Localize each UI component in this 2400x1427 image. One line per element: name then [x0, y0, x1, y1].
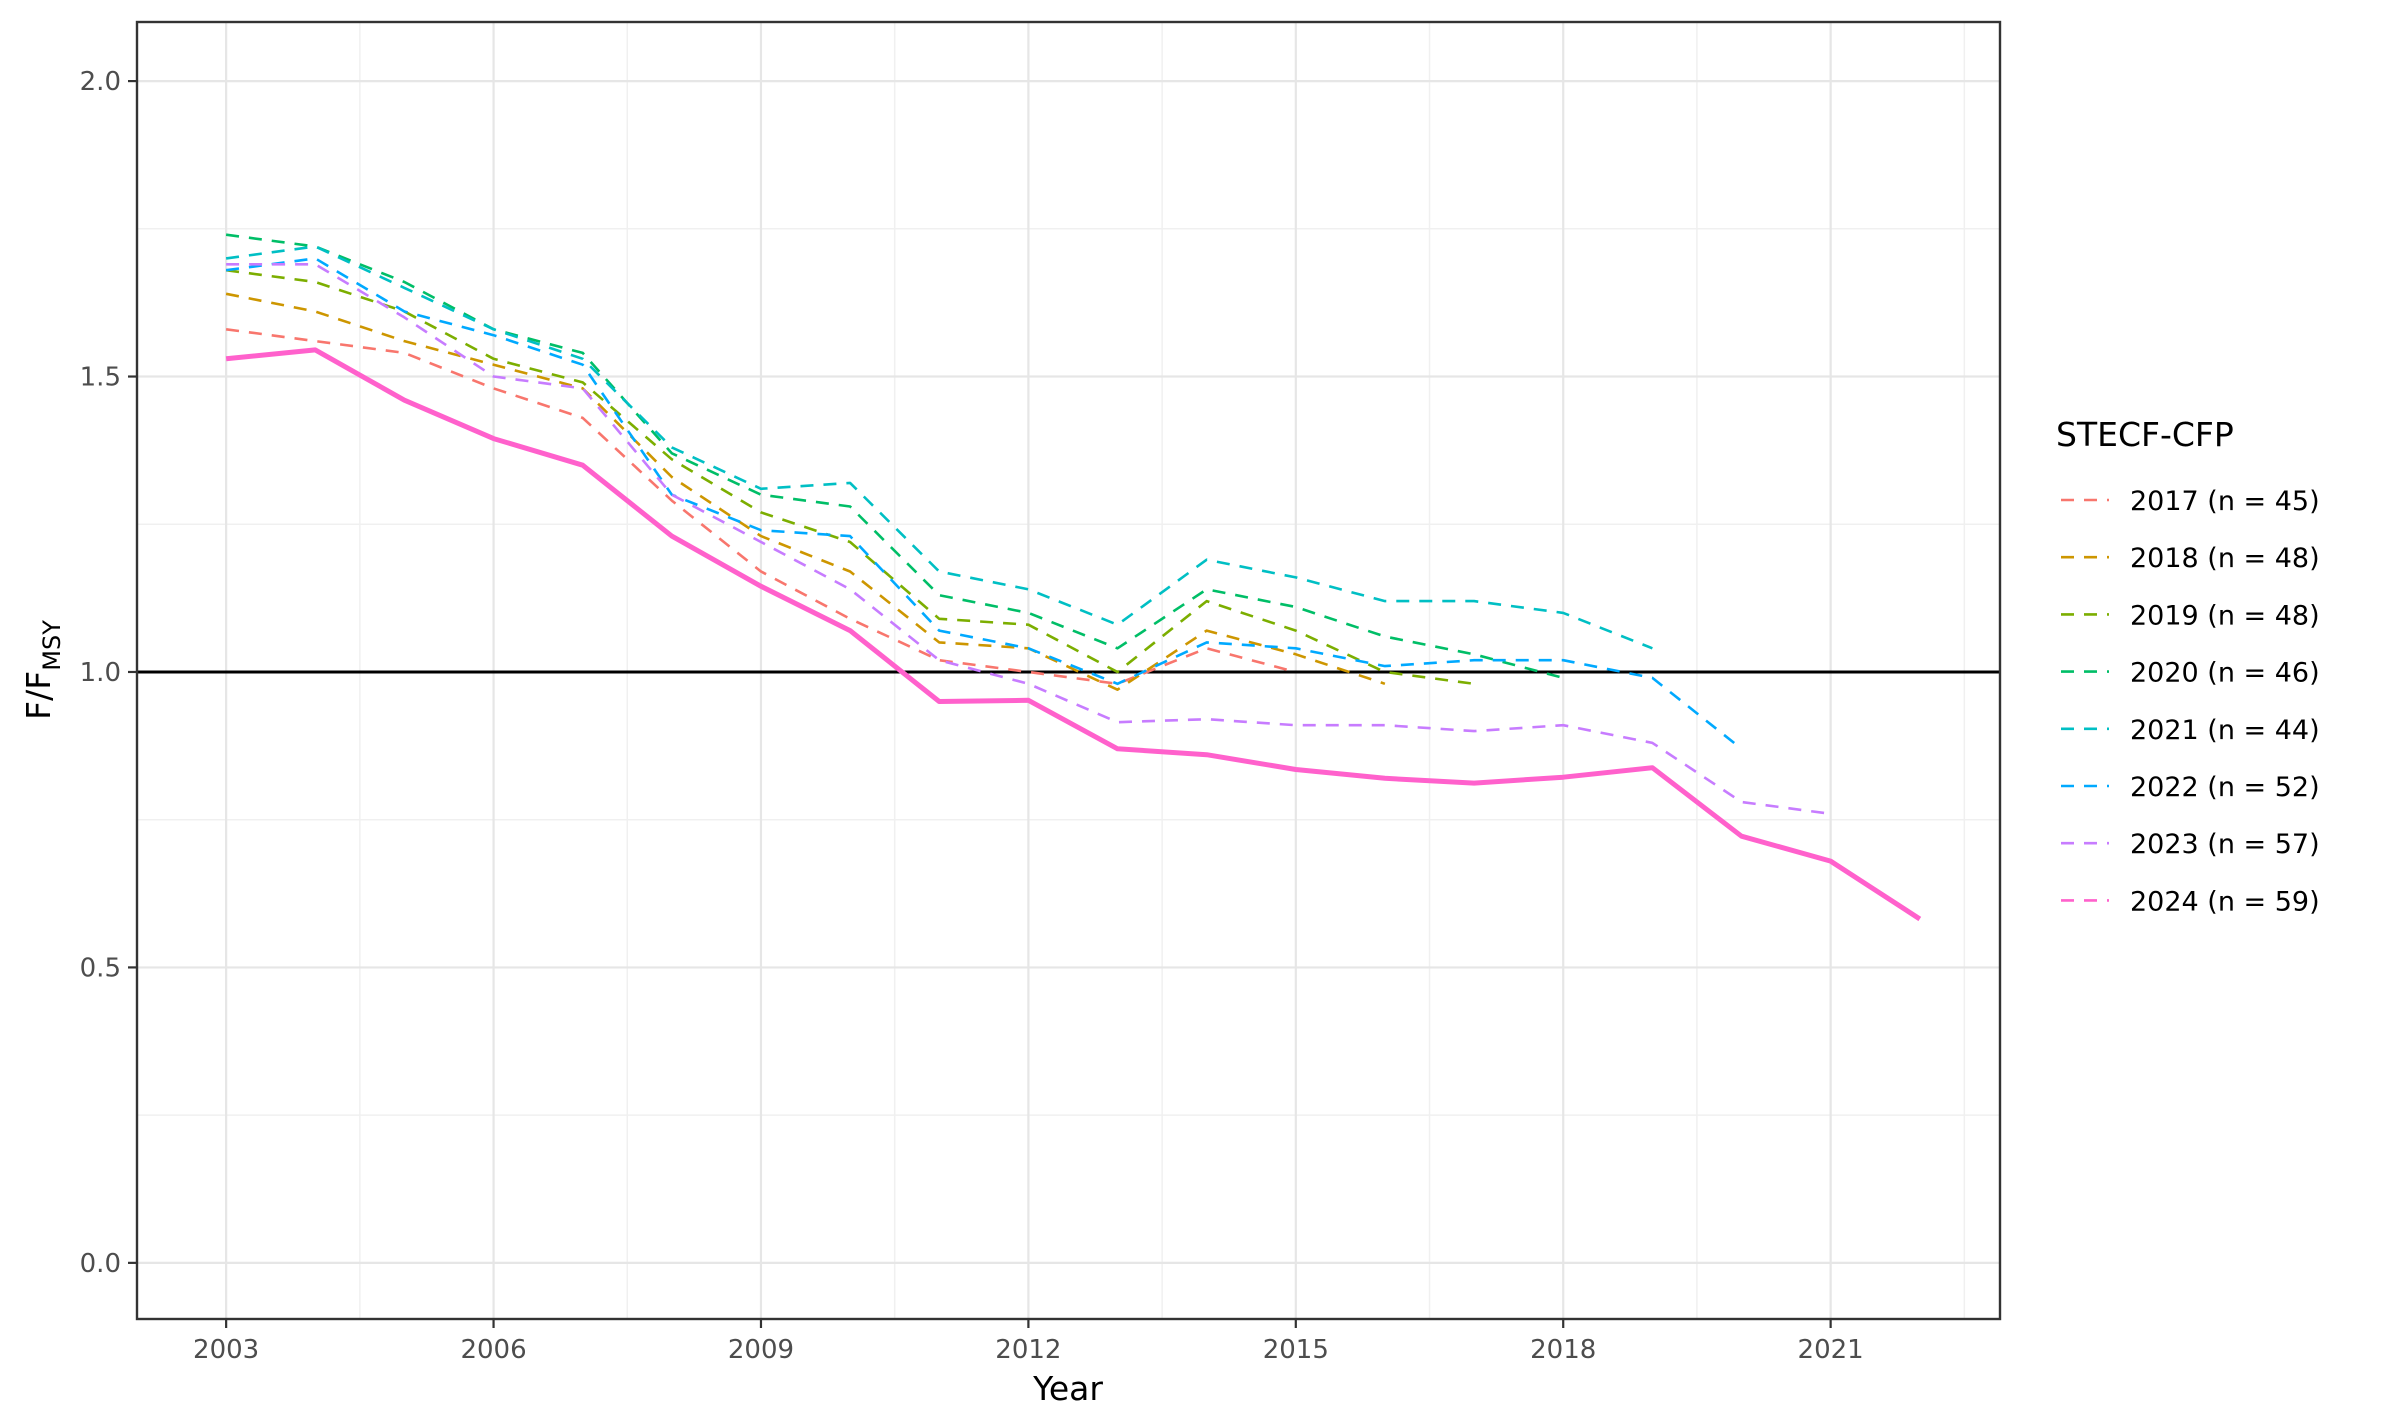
svg-text:F/FMSY: F/FMSY [19, 620, 66, 720]
plot-panel-border [135, 20, 2002, 1321]
x-tick-label: 2003 [193, 1335, 259, 1365]
series-line [226, 262, 1831, 816]
series-line [225, 245, 1653, 650]
y-tick-label: 1.5 [80, 363, 121, 393]
legend-title: STECF-CFP [2056, 415, 2234, 454]
y-tick-label: 1.0 [80, 658, 121, 688]
x-axis-title: Year [1032, 1369, 1103, 1408]
y-axis-title-main: F/F [19, 671, 58, 720]
y-axis-title: F/FMSY [19, 620, 66, 720]
x-tick-label: 2018 [1530, 1335, 1596, 1365]
legend-label: 2020 (n = 46) [2130, 658, 2320, 689]
legend-label: 2021 (n = 44) [2130, 715, 2320, 746]
series-lines [225, 233, 1922, 922]
x-tick-label: 2006 [460, 1335, 526, 1365]
series-line [225, 257, 1743, 750]
legend: STECF-CFP 2017 (n = 45) 2018 (n = 48) 2019… [2056, 415, 2320, 917]
legend-label: 2018 (n = 48) [2130, 543, 2320, 574]
y-tick-label: 0.0 [80, 1249, 121, 1279]
legend-label: 2022 (n = 52) [2130, 772, 2320, 803]
y-axis-title-subscript: MSY [38, 620, 66, 671]
legend-label: 2024 (n = 59) [2130, 886, 2320, 917]
x-tick-label: 2009 [728, 1335, 794, 1365]
x-tick-label: 2015 [1263, 1335, 1329, 1365]
y-axis-ticks: 0.0 0.5 1.0 1.5 2.0 [80, 67, 137, 1279]
x-axis-ticks: 2003 2006 2009 2012 2015 2018 2021 [193, 1319, 1864, 1365]
y-tick-label: 0.5 [80, 953, 121, 983]
legend-items: 2017 (n = 45) 2018 (n = 48) 2019 (n = 48) 2… [2061, 486, 2320, 917]
series-line [225, 268, 1475, 686]
x-tick-label: 2012 [995, 1335, 1061, 1365]
series-line [225, 292, 1386, 692]
y-tick-label: 2.0 [80, 67, 121, 97]
legend-label: 2019 (n = 48) [2130, 600, 2320, 631]
series-line [225, 328, 1297, 686]
legend-label: 2017 (n = 45) [2130, 486, 2320, 517]
x-tick-label: 2021 [1798, 1335, 1864, 1365]
series-line [225, 233, 1564, 680]
series-line [225, 347, 1922, 922]
legend-label: 2023 (n = 57) [2130, 829, 2320, 860]
